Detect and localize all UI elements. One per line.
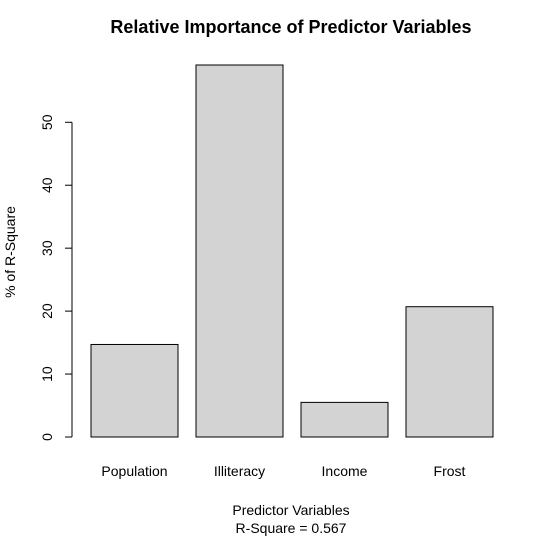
bar-income [300, 401, 389, 438]
r-square-subtitle: R-Square = 0.567 [236, 520, 347, 536]
chart-title: Relative Importance of Predictor Variabl… [110, 17, 471, 37]
y-axis-label: % of R-Square [2, 206, 18, 298]
y-tick-label: 30 [39, 240, 55, 256]
bar-illiteracy [195, 64, 284, 438]
y-tick-label: 20 [39, 303, 55, 319]
x-tick-label: Income [322, 463, 368, 479]
y-tick-label: 40 [39, 177, 55, 193]
bars-group [90, 64, 494, 438]
y-tick-label: 50 [39, 114, 55, 130]
x-axis-label: Predictor Variables [232, 502, 349, 518]
y-tick-label: 0 [39, 433, 55, 441]
x-tick-label: Frost [434, 463, 466, 479]
x-tick-labels: Population Illiteracy Income Frost [101, 463, 465, 479]
x-tick-label: Illiteracy [214, 463, 265, 479]
y-tick-label: 10 [39, 366, 55, 382]
bar-frost [405, 306, 494, 438]
x-tick-label: Population [101, 463, 167, 479]
bar-population [90, 343, 179, 438]
y-axis: 0 10 20 30 40 50 [39, 114, 73, 441]
